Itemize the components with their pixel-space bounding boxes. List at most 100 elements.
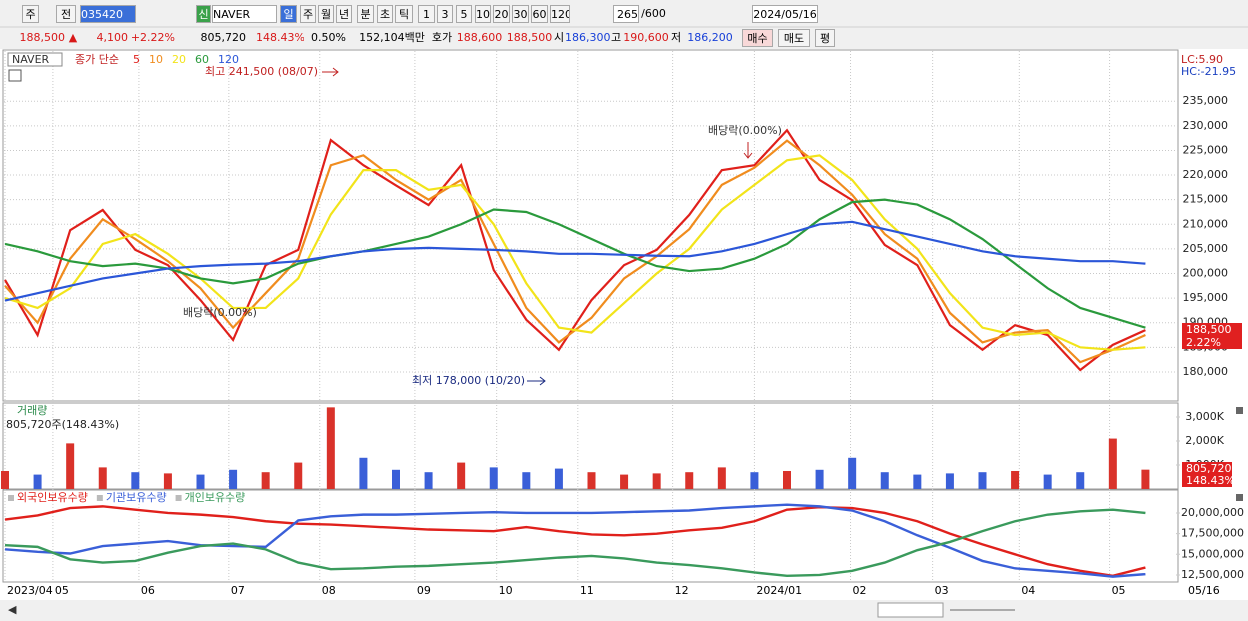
toolbar-item: +2.22% xyxy=(130,31,175,44)
toolbar-item[interactable]: 035420 xyxy=(80,5,136,23)
panel-close[interactable] xyxy=(1236,407,1243,414)
toolbar-item[interactable]: 주 xyxy=(300,5,316,23)
toolbar-item[interactable]: 평 xyxy=(815,29,835,47)
x-tick-label: 2024/01 xyxy=(756,584,802,597)
toolbar-item[interactable]: 초 xyxy=(377,5,393,23)
toolbar-item[interactable]: 년 xyxy=(336,5,352,23)
volume-bar xyxy=(620,474,629,489)
y-tick-label: 195,000 xyxy=(1183,291,1229,304)
volume-bar xyxy=(294,462,303,489)
volume-bar xyxy=(261,472,270,489)
panel-close[interactable] xyxy=(1236,494,1243,501)
y-tick-label: 230,000 xyxy=(1183,119,1229,132)
legend-entry: 60 xyxy=(195,53,209,66)
scrollbar[interactable] xyxy=(0,600,1248,621)
current-change: 2.22% xyxy=(1186,336,1221,349)
volume-bar xyxy=(945,473,954,489)
toolbar-item: 188,600 xyxy=(456,31,503,44)
legend-swatch xyxy=(96,495,103,501)
volume-bar xyxy=(717,467,726,489)
series-line xyxy=(4,154,1146,351)
toolbar-item[interactable]: 3 xyxy=(437,5,453,23)
toolbar-item[interactable]: 2024/05/16 xyxy=(752,5,818,23)
grid-icon[interactable] xyxy=(8,69,22,82)
toolbar-item[interactable]: 1 xyxy=(418,5,435,23)
y-tick-label: 205,000 xyxy=(1183,242,1229,255)
legend-entry: 5 xyxy=(133,53,140,66)
toolbar-item[interactable]: 10 xyxy=(475,5,491,23)
y-tick-label: 3,000K xyxy=(1185,410,1224,423)
toolbar-item: /600 xyxy=(641,7,666,20)
volume-bar xyxy=(66,443,75,489)
volume-bar xyxy=(1043,474,1052,489)
series-line xyxy=(4,508,1146,578)
volume-bar xyxy=(1108,438,1117,489)
toolbar-item: 148.43% xyxy=(256,31,304,44)
toolbar-item[interactable]: 월 xyxy=(318,5,334,23)
volume-bar xyxy=(489,467,498,489)
annotation: 최고 241,500 (08/07) xyxy=(205,65,318,78)
toolbar-item[interactable]: 신 xyxy=(196,5,211,23)
toolbar-item[interactable]: 60 xyxy=(531,5,548,23)
x-tick-label: 05 xyxy=(1112,584,1126,597)
y-tick-label: 2,000K xyxy=(1185,434,1224,447)
y-tick-label: 215,000 xyxy=(1183,193,1229,206)
volume-bar xyxy=(880,472,889,489)
toolbar-item[interactable]: 120 xyxy=(550,5,570,23)
toolbar-item[interactable]: 틱 xyxy=(395,5,413,23)
toolbar-item: 4,100 xyxy=(96,31,129,44)
toolbar-item[interactable]: 265 xyxy=(613,5,639,23)
legend-entry: 기관보유수량 xyxy=(106,491,167,504)
volume-bar xyxy=(229,469,238,489)
x-tick-label: 02 xyxy=(853,584,867,597)
toolbar-item[interactable]: 20 xyxy=(493,5,510,23)
x-tick-label: 03 xyxy=(935,584,949,597)
x-tick-label: 05 xyxy=(55,584,69,597)
toolbar-item: 호가 xyxy=(431,31,453,44)
x-end-label: 05/16 xyxy=(1188,584,1220,597)
volume-bar xyxy=(815,469,824,489)
legend-entry: 20 xyxy=(172,53,186,66)
toolbar-item[interactable]: 매수 xyxy=(742,29,773,47)
toolbar-item: 186,200 xyxy=(687,31,733,44)
toolbar-item[interactable]: 전 xyxy=(56,5,76,23)
volume-bar xyxy=(163,473,172,489)
toolbar-item: 190,600 xyxy=(623,31,669,44)
symbol-box xyxy=(7,52,63,67)
playback-controls[interactable] xyxy=(877,602,944,618)
y-tick-label: 20,000,000 xyxy=(1181,506,1244,519)
legend-title: 종가 단순 xyxy=(75,53,119,66)
x-tick-label: 09 xyxy=(417,584,431,597)
holdings-panel xyxy=(2,489,1179,583)
y-tick-label: 200,000 xyxy=(1183,266,1229,279)
toolbar-item[interactable]: 일 xyxy=(280,5,297,23)
panel-subtitle: 805,720주(148.43%) xyxy=(6,418,119,431)
x-tick-label: 12 xyxy=(675,584,689,597)
y-tick-label: 12,500,000 xyxy=(1181,568,1244,581)
annotation: 배당락(0.00%) xyxy=(708,124,782,137)
toolbar-item[interactable]: 매도 xyxy=(778,29,810,47)
toolbar-item[interactable]: 30 xyxy=(512,5,529,23)
x-tick-label: 04 xyxy=(1021,584,1035,597)
volume-bar xyxy=(359,457,368,489)
volume-bar xyxy=(522,472,531,489)
toolbar-item: 188,500 xyxy=(19,31,66,44)
legend-swatch xyxy=(175,495,182,501)
x-tick-label: 11 xyxy=(580,584,594,597)
toolbar-item[interactable]: NAVER xyxy=(212,5,277,23)
toolbar-item: 805,720 xyxy=(200,31,247,44)
hc-label: HC:-21.95 xyxy=(1181,65,1236,78)
volume-bar xyxy=(424,472,433,489)
volume-bar xyxy=(783,470,791,489)
scroll-left[interactable]: ◀ xyxy=(8,603,17,616)
symbol-name: NAVER xyxy=(12,53,50,66)
lc-label: LC:5.90 xyxy=(1181,53,1223,66)
toolbar-item[interactable]: 5 xyxy=(456,5,472,23)
legend-entry: 개인보유수량 xyxy=(185,491,246,504)
toolbar-item[interactable]: 분 xyxy=(357,5,374,23)
volume-bar xyxy=(750,472,759,489)
series-line xyxy=(4,128,1146,372)
toolbar-item[interactable]: 주 xyxy=(22,5,39,23)
legend-entry: 외국인보유수량 xyxy=(17,491,88,504)
